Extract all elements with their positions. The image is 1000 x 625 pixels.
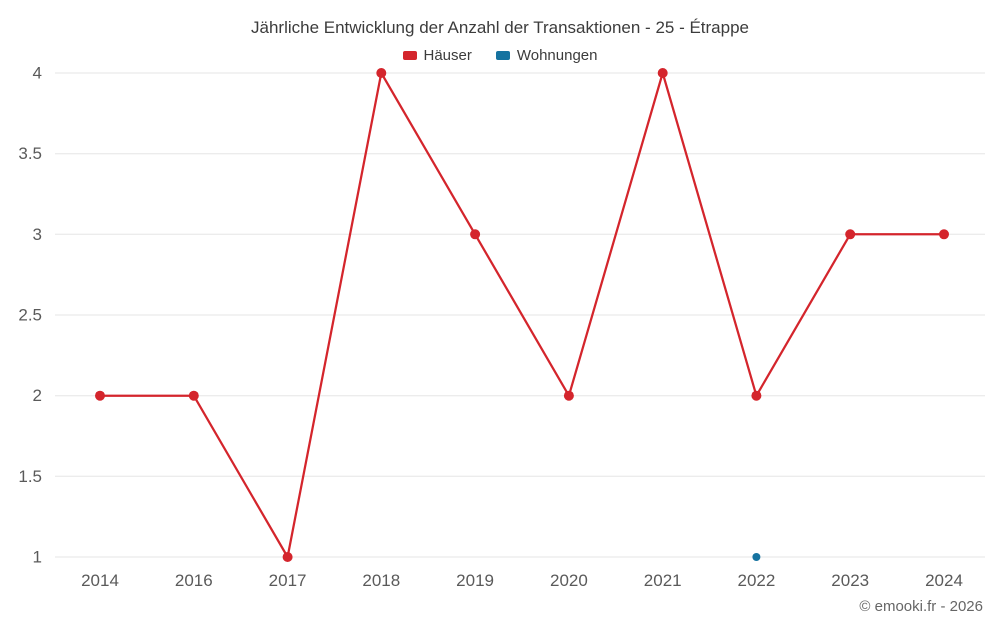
y-tick-label-3.5: 3.5	[18, 144, 42, 163]
data-point-Häuser-2018[interactable]	[376, 68, 387, 78]
legend-marker-wohnungen	[495, 51, 510, 60]
x-tick-label-2021: 2021	[644, 571, 682, 590]
x-tick-label-2020: 2020	[550, 571, 588, 590]
x-tick-label-2023: 2023	[831, 571, 869, 590]
y-tick-label-1: 1	[33, 548, 42, 567]
y-tick-label-2.5: 2.5	[18, 306, 42, 325]
x-tick-label-2024: 2024	[925, 571, 963, 590]
series-line-Häuser	[98, 71, 946, 559]
data-point-Häuser-2021[interactable]	[657, 68, 668, 78]
data-point-Häuser-2014[interactable]	[95, 390, 105, 401]
x-tick-label-2016: 2016	[175, 571, 213, 590]
y-tick-label-4: 4	[33, 64, 42, 83]
y-tick-label-2: 2	[33, 386, 42, 405]
data-point-Häuser-2024[interactable]	[939, 229, 949, 240]
legend-item-haeuser[interactable]: Häuser	[402, 47, 472, 64]
x-tick-label-2019: 2019	[456, 571, 494, 590]
data-point-Häuser-2022[interactable]	[751, 390, 762, 401]
data-point-Häuser-2023[interactable]	[845, 229, 856, 240]
y-tick-label-1.5: 1.5	[18, 467, 42, 486]
data-point-Häuser-2016[interactable]	[188, 390, 199, 401]
x-tick-label-2018: 2018	[362, 571, 400, 590]
y-tick-label-3: 3	[33, 225, 42, 244]
data-point-Wohnungen-2022[interactable]	[752, 553, 761, 561]
data-point-Häuser-2017[interactable]	[282, 552, 293, 562]
chart-title: Jährliche Entwicklung der Anzahl der Tra…	[251, 18, 749, 37]
x-tick-label-2017: 2017	[269, 571, 307, 590]
x-tick-label-2014: 2014	[81, 571, 119, 590]
legend-item-wohnungen[interactable]: Wohnungen	[495, 47, 598, 64]
data-point-Häuser-2019[interactable]	[470, 229, 481, 240]
legend: Häuser Wohnungen	[0, 47, 1000, 64]
legend-marker-haeuser	[402, 51, 417, 60]
x-tick-label-2022: 2022	[737, 571, 775, 590]
data-point-Häuser-2020[interactable]	[563, 390, 574, 401]
legend-label-haeuser: Häuser	[423, 47, 472, 64]
legend-label-wohnungen: Wohnungen	[516, 47, 598, 64]
copyright-label: © emooki.fr - 2026	[859, 598, 983, 615]
